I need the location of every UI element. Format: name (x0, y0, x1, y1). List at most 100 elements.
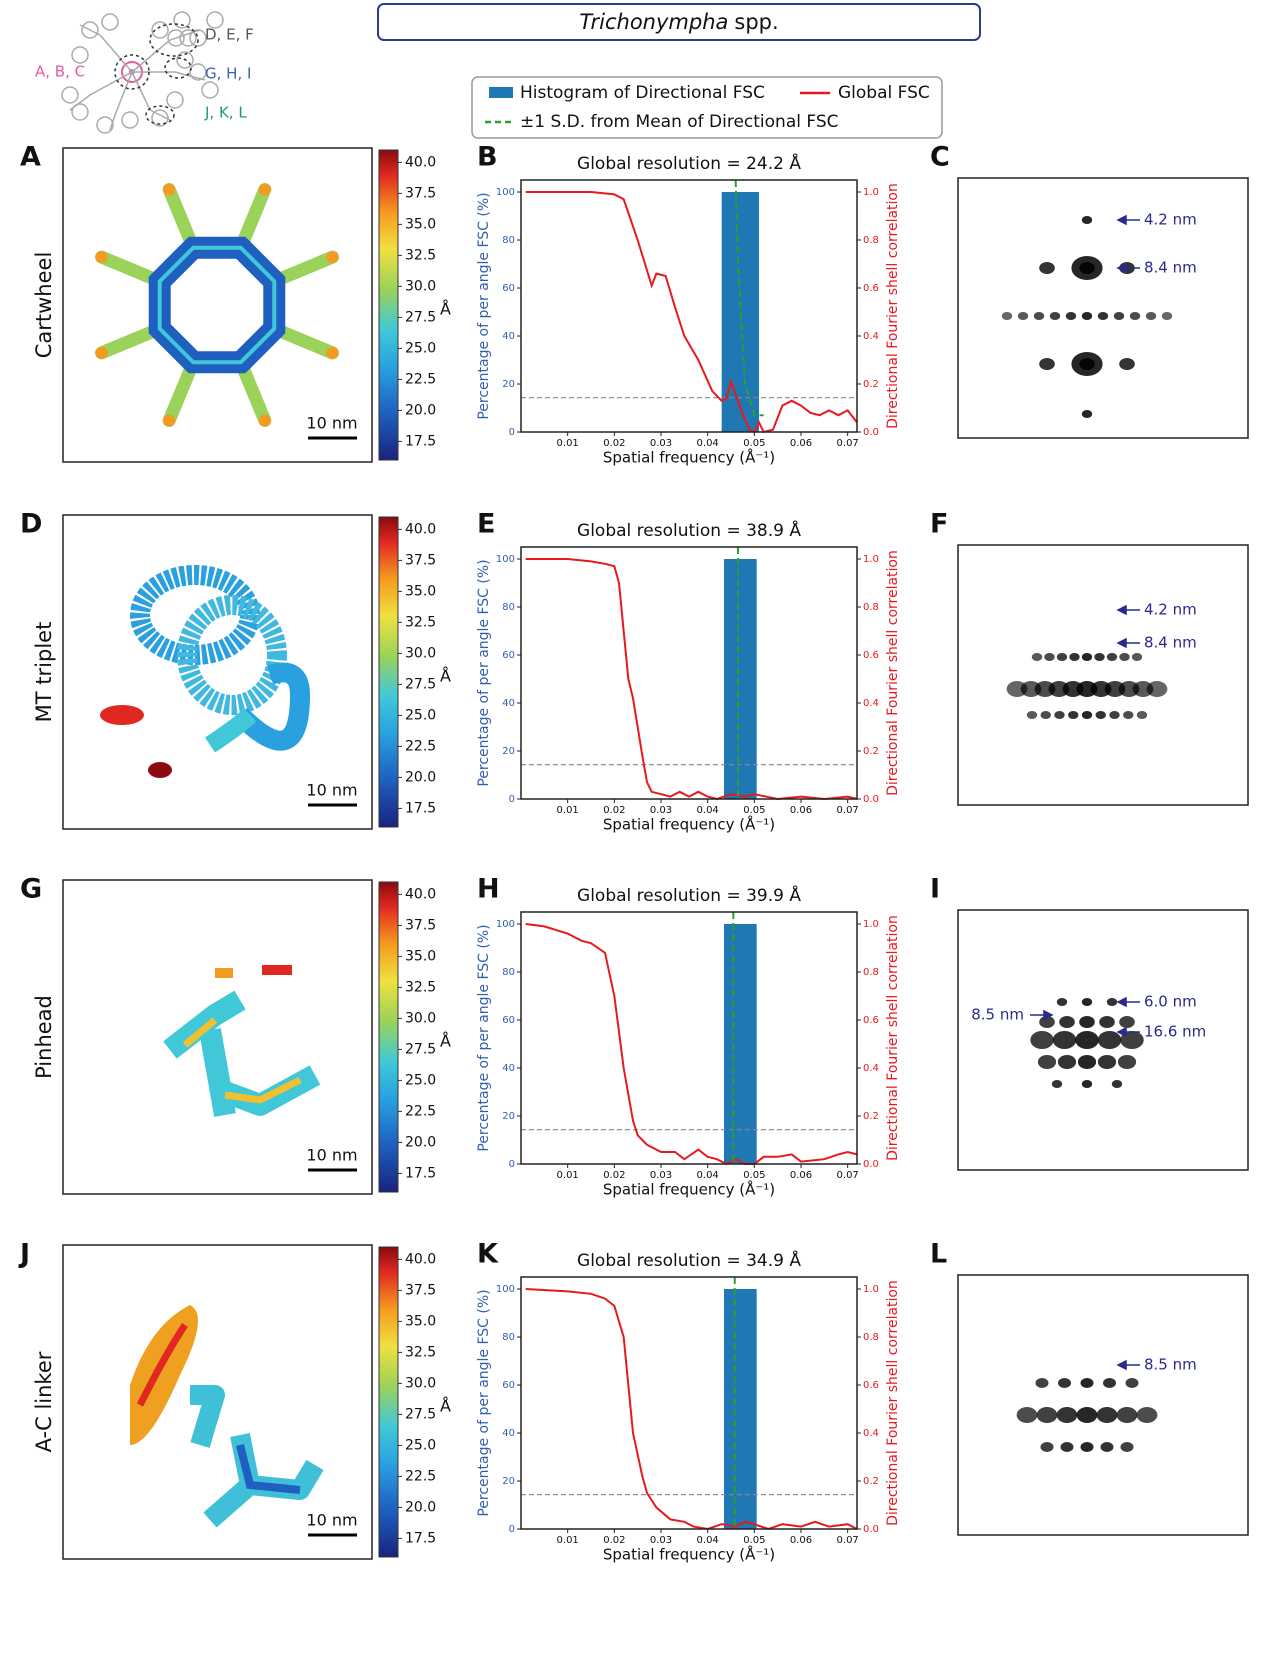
arc (232, 662, 311, 751)
title-genus: Trichonympha (579, 10, 728, 34)
colorbar (378, 881, 399, 1193)
diffraction-spot (1077, 1055, 1097, 1069)
spoke (237, 183, 272, 247)
x-tick-label: 0.05 (743, 1170, 765, 1181)
diffraction-spot (1001, 312, 1013, 320)
x-tick-label: 0.07 (837, 1535, 859, 1546)
diffraction-frame (957, 177, 1249, 439)
colorbar-unit: Å (440, 1397, 451, 1416)
y2-tick-label: 0.2 (863, 746, 879, 757)
spoke-tip (326, 346, 339, 359)
panel-letter: B (477, 142, 498, 173)
legend-label: ±1 S.D. from Mean of Directional FSC (520, 112, 839, 132)
colorbar-tick-label: 40.0 (405, 1251, 436, 1267)
y2-axis-label: Directional Fourier shell correlation (885, 915, 901, 1161)
arrow (1116, 637, 1140, 649)
diffraction-spot (1054, 711, 1065, 719)
panel-letter: H (477, 874, 500, 905)
diffraction-spot (1057, 1055, 1077, 1069)
x-tick-label: 0.03 (650, 1535, 672, 1546)
diffraction-spot (1081, 653, 1093, 661)
panel-letter: L (930, 1239, 947, 1270)
y2-tick-label: 0.6 (863, 1015, 879, 1026)
colorbar-tick-label: 20.0 (405, 1134, 436, 1150)
y2-tick-label: 1.0 (863, 1284, 879, 1295)
diffraction-spot (1056, 998, 1068, 1006)
spoke (162, 183, 197, 247)
colorbar-unit: Å (440, 1032, 451, 1051)
y2-axis-label: Directional Fourier shell correlation (885, 183, 901, 429)
y-tick-label: 0 (509, 427, 515, 438)
diffraction-spot (1081, 711, 1093, 719)
fsc-line (525, 191, 858, 434)
diffraction-spot (1065, 312, 1077, 320)
diffraction-spot (1071, 256, 1103, 280)
x-tick-label: 0.07 (837, 1170, 859, 1181)
y-tick-label: 40 (502, 331, 515, 342)
panel-letter: F (930, 509, 948, 540)
y2-tick-label: 0.4 (863, 331, 879, 342)
colorbar-tick-label: 30.0 (405, 278, 436, 294)
plot-frame (520, 1276, 858, 1530)
scalebar-label: 10 nm (306, 414, 357, 433)
colorbar-tick-label: 37.5 (405, 917, 436, 933)
diffraction-spot (1111, 1080, 1123, 1088)
spoke-tip (95, 251, 108, 264)
y2-tick-label: 0.6 (863, 1380, 879, 1391)
histogram-bar (724, 559, 757, 799)
density-map (100, 565, 311, 778)
colorbar-tick-label: 20.0 (405, 402, 436, 418)
y-tick-label: 100 (496, 554, 515, 565)
y-tick-label: 60 (502, 650, 515, 661)
y2-tick-label: 0.8 (863, 967, 879, 978)
colorbar-tick-label: 35.0 (405, 216, 436, 232)
diffraction-spot (1017, 312, 1029, 320)
diffraction-spot (1059, 1016, 1075, 1028)
colorbar-tick-label: 17.5 (405, 800, 436, 816)
arrow (1116, 262, 1140, 274)
row-label: MT triplet (32, 622, 56, 723)
arrow (1116, 1026, 1140, 1038)
blob (100, 705, 144, 725)
diffraction-spot (1095, 711, 1106, 719)
schematic-label: A, B, C (35, 63, 85, 81)
colorbar-tick-label: 17.5 (405, 433, 436, 449)
spoke-tip (326, 251, 339, 264)
diffraction-spot (1099, 1016, 1115, 1028)
colorbar-tick-label: 35.0 (405, 948, 436, 964)
y-tick-label: 40 (502, 1428, 515, 1439)
diffraction-spot (1036, 1407, 1058, 1423)
colorbar-tick-label: 25.0 (405, 340, 436, 356)
density-map (95, 183, 339, 427)
annotation: 8.5 nm (1144, 1356, 1197, 1374)
y2-tick-label: 0.0 (863, 1159, 879, 1170)
x-tick-label: 0.07 (837, 805, 859, 816)
diffraction-spot (1120, 1442, 1134, 1452)
chart-title: Global resolution = 38.9 Å (577, 519, 801, 541)
colorbar-tick-label: 32.5 (405, 614, 436, 630)
title-rest: spp. (734, 10, 778, 34)
row-label: Pinhead (32, 995, 56, 1079)
y2-tick-label: 0.4 (863, 1428, 879, 1439)
ring (177, 595, 287, 715)
schematic-label: D, E, F (205, 26, 254, 44)
y-tick-label: 100 (496, 1284, 515, 1295)
colorbar (378, 516, 399, 828)
diffraction-spot (1076, 1407, 1098, 1423)
y2-tick-label: 0.6 (863, 650, 879, 661)
spoke-tip (163, 414, 176, 427)
fsc-line (525, 1288, 858, 1531)
annotation: 4.2 nm (1144, 211, 1197, 229)
annotation: 8.4 nm (1144, 259, 1197, 277)
y2-tick-label: 0.0 (863, 427, 879, 438)
spoke-tip (258, 414, 271, 427)
plot-area (521, 547, 857, 799)
colorbar-tick-label: 22.5 (405, 371, 436, 387)
x-tick-label: 0.01 (557, 1170, 579, 1181)
y-tick-label: 0 (509, 1159, 515, 1170)
diffraction-spot (1123, 711, 1134, 719)
y2-tick-label: 0.4 (863, 1063, 879, 1074)
blob (215, 968, 233, 978)
y-tick-label: 80 (502, 602, 515, 613)
